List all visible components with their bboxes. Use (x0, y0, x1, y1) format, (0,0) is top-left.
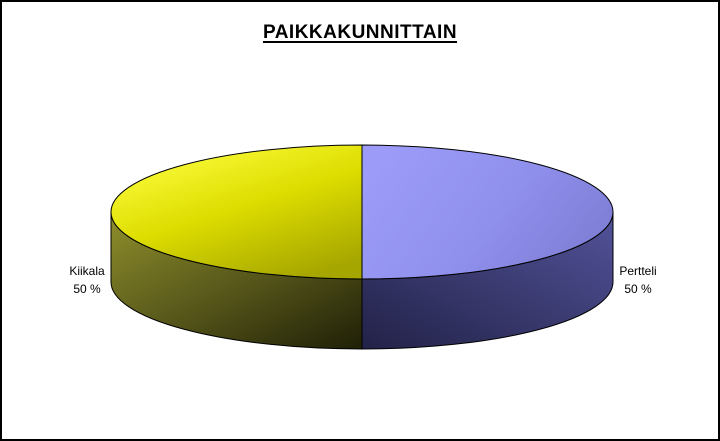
pie-slice-kiikala-top[interactable] (110, 144, 363, 280)
slice-label-percent: 50 % (73, 282, 101, 296)
slice-label-kiikala: Kiikala 50 % (32, 262, 142, 298)
chart-title: PAIKKAKUNNITTAIN (262, 22, 458, 43)
slice-label-name: Kiikala (69, 264, 105, 278)
pie-slice-pertteli-top[interactable] (361, 144, 614, 280)
slice-label-pertteli: Pertteli 50 % (583, 262, 693, 298)
slice-label-name: Pertteli (619, 264, 657, 278)
slice-label-percent: 50 % (624, 282, 652, 296)
